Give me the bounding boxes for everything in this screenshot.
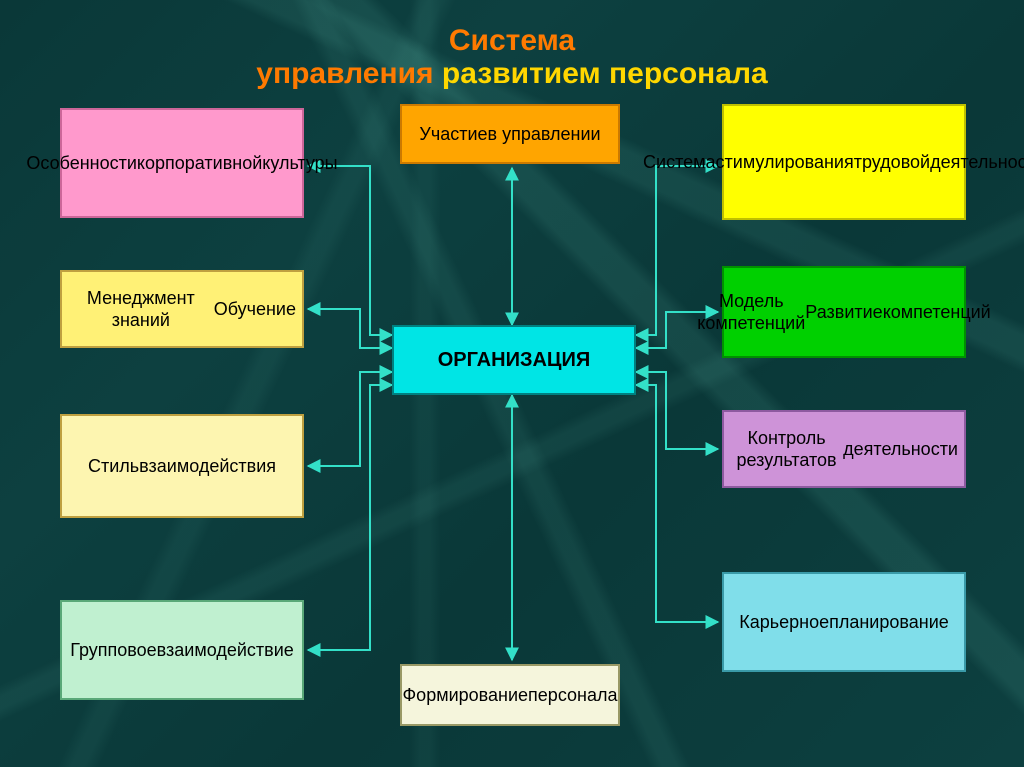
node-left1: Особенностикорпоративнойкультуры xyxy=(60,108,304,218)
node-center: ОРГАНИЗАЦИЯ xyxy=(392,325,636,395)
title-line-2: управления xyxy=(256,57,442,90)
node-left3: Стильвзаимодействия xyxy=(60,414,304,518)
title-line-1: Система xyxy=(0,24,1024,57)
node-right1: Системастимулированиятрудовойдеятельност… xyxy=(722,104,966,220)
node-left2: Менеджмент знанийОбучение xyxy=(60,270,304,348)
node-top: Участиев управлении xyxy=(400,104,620,164)
node-right2: Модель компетенцийРазвитиекомпетенций xyxy=(722,266,966,358)
node-left4: Групповоевзаимодействие xyxy=(60,600,304,700)
diagram-title: Система управления развитием персонала xyxy=(0,24,1024,90)
node-right3: Контроль результатовдеятельности xyxy=(722,410,966,488)
node-bottom: Формированиеперсонала xyxy=(400,664,620,726)
title-line-3: развитием персонала xyxy=(442,57,768,90)
node-right4: Карьерноепланирование xyxy=(722,572,966,672)
